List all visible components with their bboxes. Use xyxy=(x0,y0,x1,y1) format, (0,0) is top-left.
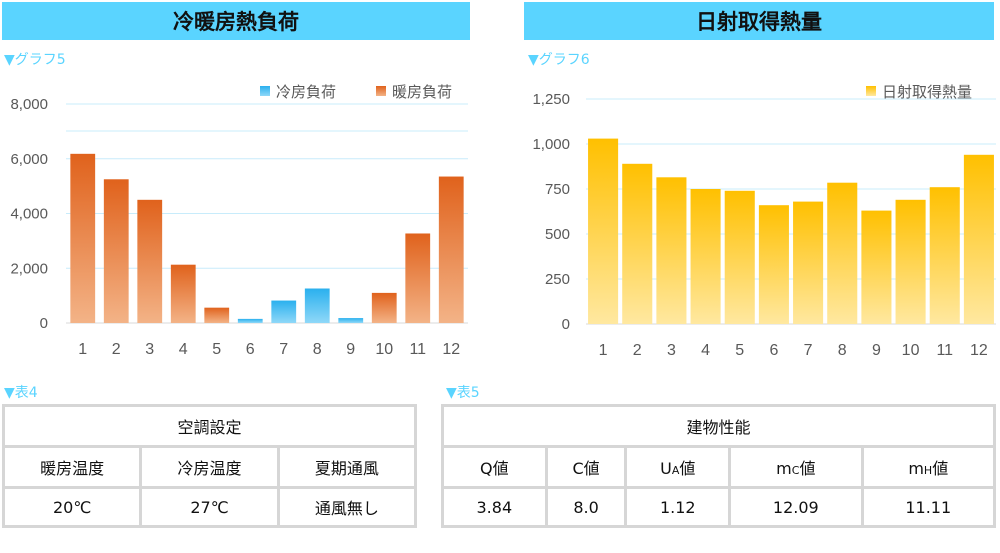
bar-暖房負荷-1 xyxy=(70,153,96,323)
x-tick-label: 9 xyxy=(872,342,881,359)
bar-暖房負荷-12 xyxy=(438,176,464,323)
x-tick-label: 2 xyxy=(633,342,642,359)
mc-value-header: mC値 xyxy=(731,448,861,486)
legend-swatch xyxy=(376,86,386,96)
bar-冷房負荷-7 xyxy=(271,300,297,323)
solar-gain-title: 日射取得熱量 xyxy=(524,2,994,40)
legend-label: 日射取得熱量 xyxy=(882,84,972,101)
y-tick-label: 250 xyxy=(545,271,570,288)
ac-settings-table: 空調設定 暖房温度 冷房温度 夏期通風 20℃ 27℃ 通風無し xyxy=(2,404,417,528)
bar-暖房負荷-10 xyxy=(371,292,397,323)
y-tick-label: 750 xyxy=(545,181,570,198)
building-performance-table: 建物性能 Q値 C値 UA値 mC値 mH値 3.84 8.0 1.12 12.… xyxy=(441,404,996,528)
table4-caption: ▼表4 xyxy=(4,385,38,401)
bar-日射取得熱量-9 xyxy=(861,210,892,324)
y-tick-label: 2,000 xyxy=(10,260,48,277)
y-tick-label: 4,000 xyxy=(10,206,48,223)
bar-冷房負荷-8 xyxy=(304,288,330,323)
bar-暖房負荷-4 xyxy=(170,264,196,323)
x-tick-label: 2 xyxy=(112,341,121,358)
cooling-temp-value: 27℃ xyxy=(142,489,277,525)
x-tick-label: 7 xyxy=(804,342,813,359)
summer-ventilation-value: 通風無し xyxy=(279,489,414,525)
y-tick-label: 500 xyxy=(545,226,570,243)
x-tick-label: 12 xyxy=(442,341,460,358)
mh-value: 11.11 xyxy=(863,489,993,525)
q-value-header: Q値 xyxy=(444,448,545,486)
x-tick-label: 9 xyxy=(346,341,355,358)
summer-ventilation-header: 夏期通風 xyxy=(279,448,414,486)
y-tick-label: 0 xyxy=(562,316,570,333)
x-tick-label: 12 xyxy=(970,342,988,359)
y-tick-label: 0 xyxy=(40,315,48,332)
x-tick-label: 8 xyxy=(838,342,847,359)
building-performance-title: 建物性能 xyxy=(444,407,993,445)
c-value-header: C値 xyxy=(547,448,625,486)
x-tick-label: 4 xyxy=(701,342,710,359)
ua-value-header: UA値 xyxy=(627,448,729,486)
table5-caption: ▼表5 xyxy=(446,385,480,401)
x-tick-label: 5 xyxy=(212,341,221,358)
bar-日射取得熱量-3 xyxy=(656,177,687,324)
x-tick-label: 3 xyxy=(667,342,676,359)
bar-暖房負荷-11 xyxy=(405,233,431,323)
mc-value: 12.09 xyxy=(731,489,861,525)
bar-日射取得熱量-11 xyxy=(929,187,960,324)
c-value: 8.0 xyxy=(547,489,625,525)
bar-暖房負荷-3 xyxy=(137,199,163,323)
bar-日射取得熱量-10 xyxy=(895,199,926,324)
mh-value-header: mH値 xyxy=(863,448,993,486)
y-tick-label: 6,000 xyxy=(10,151,48,168)
bar-日射取得熱量-5 xyxy=(724,190,755,324)
x-tick-label: 10 xyxy=(375,341,393,358)
bar-日射取得熱量-12 xyxy=(963,154,994,324)
x-tick-label: 8 xyxy=(313,341,322,358)
graph6-caption: ▼グラフ6 xyxy=(528,52,590,68)
y-tick-label: 1,000 xyxy=(532,136,570,153)
x-tick-label: 10 xyxy=(902,342,920,359)
x-tick-label: 4 xyxy=(179,341,188,358)
x-tick-label: 3 xyxy=(145,341,154,358)
x-tick-label: 11 xyxy=(936,342,953,359)
bar-日射取得熱量-2 xyxy=(622,163,653,324)
x-tick-label: 7 xyxy=(279,341,288,358)
x-tick-label: 11 xyxy=(409,341,426,358)
cooling-temp-header: 冷房温度 xyxy=(142,448,277,486)
bar-暖房負荷-2 xyxy=(103,179,129,323)
y-tick-label: 1,250 xyxy=(532,91,570,108)
x-tick-label: 5 xyxy=(735,342,744,359)
ua-value: 1.12 xyxy=(627,489,729,525)
graph5-caption: ▼グラフ5 xyxy=(4,52,66,68)
y-tick-label: 8,000 xyxy=(10,96,48,113)
legend-label: 冷房負荷 xyxy=(276,84,336,101)
bar-暖房負荷-5 xyxy=(204,307,230,323)
bar-日射取得熱量-7 xyxy=(793,201,824,324)
heating-temp-header: 暖房温度 xyxy=(5,448,140,486)
x-tick-label: 6 xyxy=(769,342,778,359)
x-tick-label: 1 xyxy=(78,341,87,358)
bar-日射取得熱量-4 xyxy=(690,189,721,324)
x-tick-label: 6 xyxy=(246,341,255,358)
bar-冷房負荷-9 xyxy=(338,318,364,323)
legend-swatch xyxy=(866,86,876,96)
heating-cooling-load-title: 冷暖房熱負荷 xyxy=(2,2,470,40)
bar-日射取得熱量-1 xyxy=(588,138,619,324)
heating-temp-value: 20℃ xyxy=(5,489,140,525)
legend-swatch xyxy=(260,86,270,96)
bar-日射取得熱量-6 xyxy=(758,205,789,324)
ac-settings-title: 空調設定 xyxy=(5,407,414,445)
bar-冷房負荷-6 xyxy=(237,318,263,323)
q-value: 3.84 xyxy=(444,489,545,525)
bar-日射取得熱量-8 xyxy=(827,182,858,324)
legend-label: 暖房負荷 xyxy=(392,84,452,101)
x-tick-label: 1 xyxy=(599,342,608,359)
